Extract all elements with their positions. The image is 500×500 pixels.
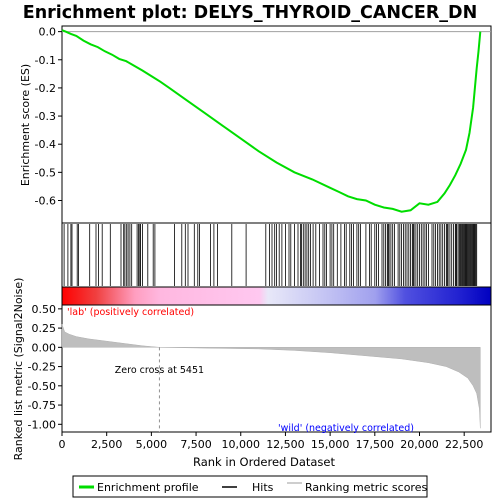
x-tick-label: 0	[59, 438, 66, 451]
x-tick-label: 5,000	[136, 438, 168, 451]
metric-y-axis: 0.50 0.25 0.00 -0.25 -0.50 -0.75 -1.00	[28, 303, 62, 431]
x-tick-label: 20,000	[400, 438, 439, 451]
x-tick-label: 15,000	[311, 438, 350, 451]
metric-y-tick-label: 0.50	[32, 303, 57, 316]
legend-box	[72, 475, 428, 498]
metric-y-tick-label: -1.00	[28, 418, 56, 431]
x-tick-label: 17,500	[356, 438, 395, 451]
positive-correlation-label: 'lab' (positively correlated)	[67, 307, 194, 318]
metric-y-tick-label: -0.50	[28, 380, 56, 393]
hit-markers	[63, 224, 478, 286]
chart-title: Enrichment plot: DELYS_THYROID_CANCER_DN	[23, 3, 477, 23]
x-tick-label: 10,000	[222, 438, 261, 451]
rank-color-bar	[61, 286, 492, 306]
legend-metric-label: Ranking metric scores	[305, 481, 427, 494]
legend-hits-label: Hits	[252, 481, 274, 494]
x-tick-label: 22,500	[445, 438, 484, 451]
es-y-tick-label: 0.0	[39, 26, 57, 39]
metric-y-tick-label: -0.75	[28, 399, 56, 412]
x-axis: 0 2,500 5,000 7,500 10,000 12,500 15,000 17,500…	[59, 432, 484, 451]
es-y-tick-label: -0.3	[35, 110, 56, 123]
es-y-axis-label: Enrichment score (ES)	[19, 64, 32, 186]
enrichment-profile-line	[61, 29, 482, 213]
metric-y-tick-label: 0.25	[32, 322, 57, 335]
x-tick-label: 7,500	[180, 438, 212, 451]
es-y-tick-label: -0.5	[35, 166, 56, 179]
metric-panel-frame	[61, 304, 492, 433]
x-axis-label: Rank in Ordered Dataset	[193, 455, 336, 469]
es-y-axis: 0.0 -0.1 -0.2 -0.3 -0.4 -0.5 -0.6	[35, 26, 62, 207]
es-y-tick-label: -0.6	[35, 194, 56, 207]
es-y-tick-label: -0.4	[35, 138, 56, 151]
es-y-tick-label: -0.1	[35, 54, 56, 67]
metric-y-tick-label: -0.25	[28, 361, 56, 374]
legend-profile-label: Enrichment profile	[97, 481, 199, 494]
zero-cross-label: Zero cross at 5451	[115, 365, 204, 376]
x-tick-label: 2,500	[91, 438, 123, 451]
x-tick-label: 12,500	[266, 438, 305, 451]
es-panel-frame	[61, 25, 492, 224]
negative-correlation-label: 'wild' (negatively correlated)	[278, 423, 414, 434]
metric-y-axis-label: Ranked list metric (Signal2Noise)	[12, 278, 25, 461]
metric-y-tick-label: 0.00	[32, 341, 57, 354]
ranking-metric-area	[61, 324, 481, 429]
es-y-tick-label: -0.2	[35, 82, 56, 95]
